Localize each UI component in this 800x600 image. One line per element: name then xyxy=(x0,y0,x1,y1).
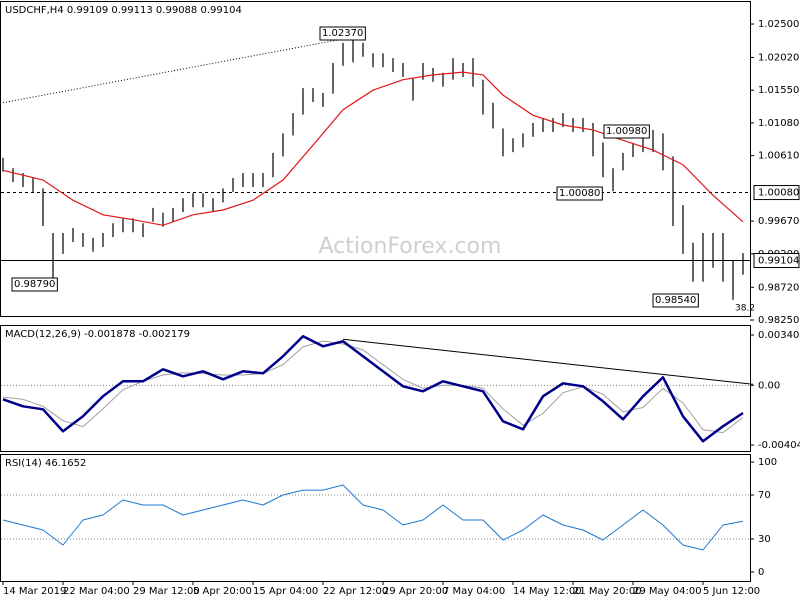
annotation-box xyxy=(652,293,699,308)
trend-line xyxy=(2,34,364,104)
y-tick-label: 100 xyxy=(758,457,777,468)
annotation: 1.00080 xyxy=(559,188,600,199)
annotation-box xyxy=(319,26,366,41)
y-tick-label: 30 xyxy=(758,534,771,545)
x-tick-label: 29 May 04:00 xyxy=(633,586,702,597)
x-tick-label: 22 Apr 12:00 xyxy=(323,586,388,597)
level-label: 1.00080 xyxy=(758,188,799,199)
y-tick-label: 1.01080 xyxy=(758,118,799,129)
y-tick-label: 0.00 xyxy=(758,380,780,391)
watermark: ActionForex.com xyxy=(319,234,502,259)
y-tick-label: 1.02020 xyxy=(758,52,799,63)
x-tick-label: 29 Mar 12:00 xyxy=(133,586,200,597)
y-tick-label: -0.004043 xyxy=(758,440,800,451)
y-tick-label: 0.98250 xyxy=(758,315,799,326)
y-tick-label: 0.003409 xyxy=(758,330,800,341)
annotation-box xyxy=(556,186,603,201)
plot xyxy=(2,484,744,551)
annotation: 0.98540 xyxy=(655,295,696,306)
x-tick-label: 29 Apr 20:00 xyxy=(383,586,448,597)
panel-title: RSI(14) 46.1652 xyxy=(5,458,86,469)
series-line xyxy=(2,335,744,443)
y-tick-label: 0 xyxy=(758,567,764,578)
annotation: 0.98790 xyxy=(14,279,55,290)
x-tick-label: 22 Mar 04:00 xyxy=(63,586,130,597)
series-line xyxy=(2,484,744,551)
level-box xyxy=(753,185,800,201)
annotation: 1.00980 xyxy=(606,126,647,137)
y-tick-label: 0.98720 xyxy=(758,282,799,293)
x-tick-label: 5 Jun 12:00 xyxy=(703,586,760,597)
y-tick-label: 1.02500 xyxy=(758,19,799,30)
annotation: 1.02370 xyxy=(322,28,363,39)
plot xyxy=(2,33,744,300)
y-tick-label: 1.00610 xyxy=(758,151,799,162)
x-tick-label: 5 Apr 20:00 xyxy=(193,586,252,597)
trend-line xyxy=(342,338,754,385)
moving-average xyxy=(2,71,744,226)
x-tick-label: 7 May 04:00 xyxy=(443,586,505,597)
panel-title: MACD(12,26,9) -0.001878 -0.002179 xyxy=(5,329,190,340)
x-tick-label: 15 Apr 04:00 xyxy=(253,586,318,597)
x-tick-label: 14 May 12:00 xyxy=(513,586,582,597)
plot xyxy=(2,335,744,443)
x-tick-label: 14 Mar 2019 xyxy=(3,586,66,597)
y-tick-label: 1.01550 xyxy=(758,85,799,96)
y-tick-label: 70 xyxy=(758,490,771,501)
annotation: 38.2 xyxy=(735,304,755,314)
panel-frame xyxy=(0,454,751,582)
x-tick-label: 21 May 20:00 xyxy=(573,586,642,597)
panel-title: USDCHF,H4 0.99109 0.99113 0.99088 0.9910… xyxy=(5,5,242,16)
series-line xyxy=(2,340,744,434)
level-box xyxy=(753,253,800,269)
y-tick-label: 0.99670 xyxy=(758,216,799,227)
annotation-box xyxy=(11,277,58,292)
level-label: 0.99104 xyxy=(758,256,799,267)
annotation-box xyxy=(603,124,650,139)
panel-frame xyxy=(0,1,751,317)
